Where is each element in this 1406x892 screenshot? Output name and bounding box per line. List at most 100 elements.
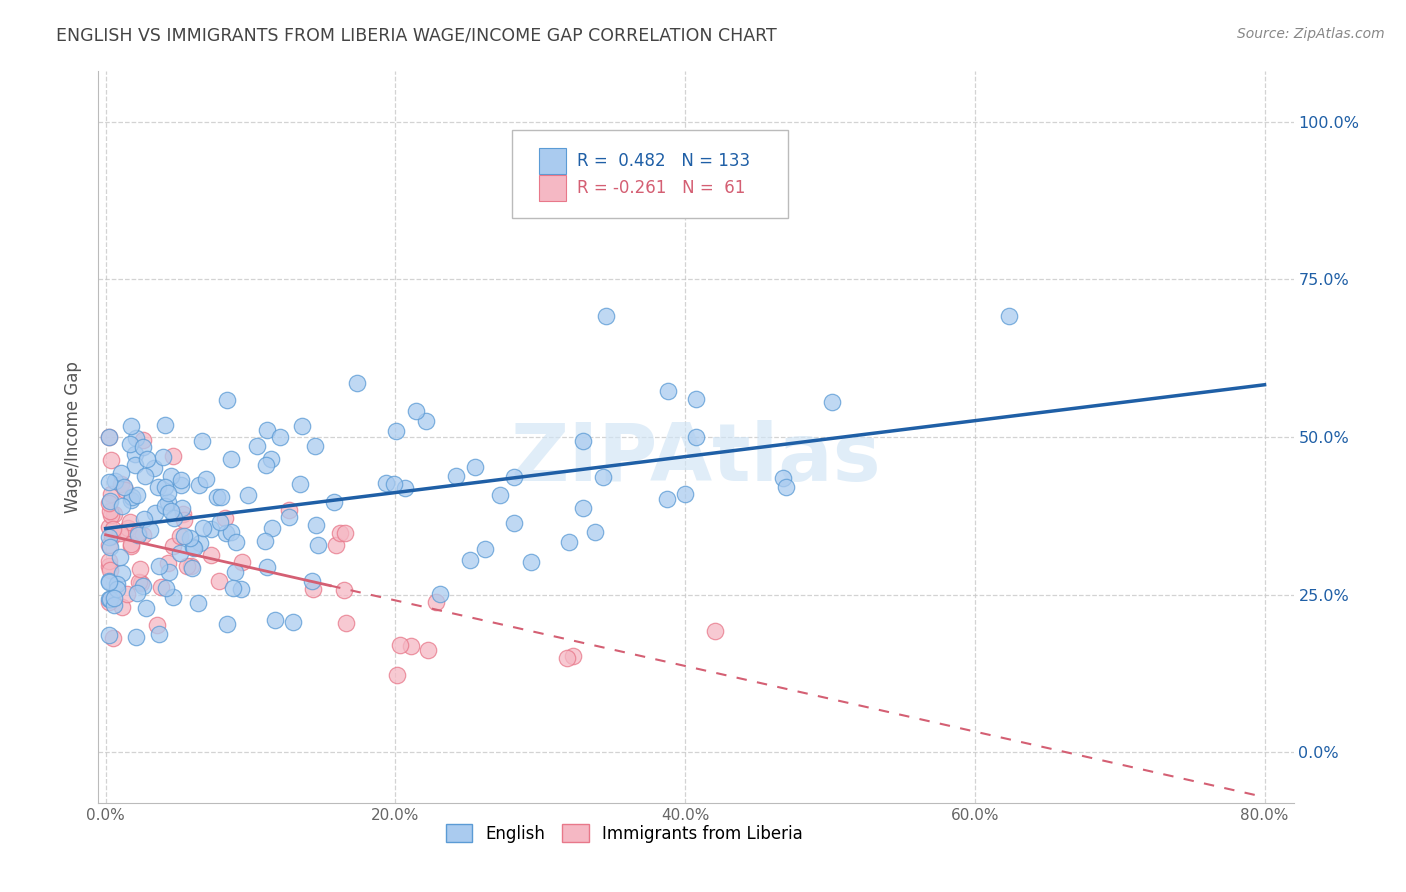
Point: [136, 451, 159, 466]
Point: [323, 494, 346, 508]
Point: [657, 491, 679, 506]
Point: [124, 630, 146, 644]
Point: [191, 434, 214, 448]
Point: [256, 423, 278, 437]
Point: [188, 478, 211, 492]
Point: [97, 574, 120, 588]
Point: [98, 540, 121, 554]
Point: [125, 431, 148, 445]
Point: [169, 478, 191, 492]
Point: [418, 643, 440, 657]
Point: [100, 453, 122, 467]
Point: [329, 525, 352, 540]
Point: [97, 496, 120, 510]
Point: [157, 495, 180, 509]
Point: [162, 450, 184, 464]
Point: [172, 501, 194, 516]
Point: [173, 528, 195, 542]
Point: [673, 486, 696, 500]
Point: [111, 566, 134, 581]
Point: [458, 553, 481, 567]
Point: [153, 418, 176, 433]
Point: [346, 376, 368, 391]
Point: [425, 594, 447, 608]
Point: [200, 548, 222, 562]
Point: [172, 507, 194, 521]
Point: [555, 651, 578, 665]
Point: [704, 624, 727, 638]
Point: [103, 507, 125, 521]
Point: [149, 580, 172, 594]
Point: [415, 413, 437, 427]
Point: [225, 534, 247, 549]
Y-axis label: Wage/Income Gap: Wage/Income Gap: [63, 361, 82, 513]
Point: [152, 450, 174, 465]
Point: [120, 515, 142, 529]
Point: [231, 582, 253, 597]
Point: [429, 587, 451, 601]
Point: [97, 530, 120, 544]
Point: [97, 475, 120, 490]
Point: [132, 512, 155, 526]
Point: [685, 392, 707, 407]
Point: [215, 392, 238, 407]
Point: [305, 517, 328, 532]
Point: [301, 574, 323, 588]
Point: [335, 615, 357, 630]
Point: [111, 500, 134, 514]
Point: [159, 503, 181, 517]
Point: [385, 425, 408, 439]
Point: [124, 447, 146, 461]
Point: [180, 558, 202, 573]
Point: [208, 574, 231, 588]
Point: [278, 502, 301, 516]
Point: [162, 590, 184, 604]
Point: [333, 525, 356, 540]
Point: [260, 451, 283, 466]
Point: [657, 384, 679, 399]
Point: [389, 638, 412, 652]
Point: [387, 668, 409, 682]
Point: [101, 631, 124, 645]
Point: [181, 560, 204, 574]
Point: [160, 468, 183, 483]
Point: [191, 520, 214, 534]
Point: [117, 521, 139, 535]
Point: [101, 522, 124, 536]
Point: [143, 506, 166, 520]
Point: [120, 537, 142, 551]
Point: [215, 525, 238, 540]
Point: [131, 576, 153, 591]
Point: [98, 504, 121, 518]
Point: [253, 534, 276, 549]
Point: [446, 469, 468, 483]
Legend: English, Immigrants from Liberia: English, Immigrants from Liberia: [439, 817, 810, 849]
Point: [132, 433, 155, 447]
Point: [187, 595, 209, 609]
Point: [97, 559, 120, 574]
Text: R =  0.482   N = 133: R = 0.482 N = 133: [576, 152, 749, 169]
Text: R = -0.261   N =  61: R = -0.261 N = 61: [576, 179, 745, 197]
Point: [162, 510, 184, 524]
Point: [502, 469, 524, 483]
Point: [98, 494, 121, 508]
Point: [132, 527, 155, 541]
Point: [222, 581, 245, 595]
Point: [188, 535, 211, 549]
Point: [384, 477, 406, 491]
Point: [583, 524, 606, 539]
Point: [125, 586, 148, 600]
Point: [231, 555, 253, 569]
Point: [97, 538, 120, 552]
Point: [134, 468, 156, 483]
Point: [260, 521, 283, 535]
Point: [120, 493, 142, 508]
Point: [110, 477, 132, 491]
Point: [592, 469, 614, 483]
Point: [595, 309, 617, 323]
Point: [153, 499, 176, 513]
Point: [97, 594, 120, 608]
Point: [129, 562, 152, 576]
Point: [288, 477, 311, 491]
Point: [157, 565, 180, 579]
